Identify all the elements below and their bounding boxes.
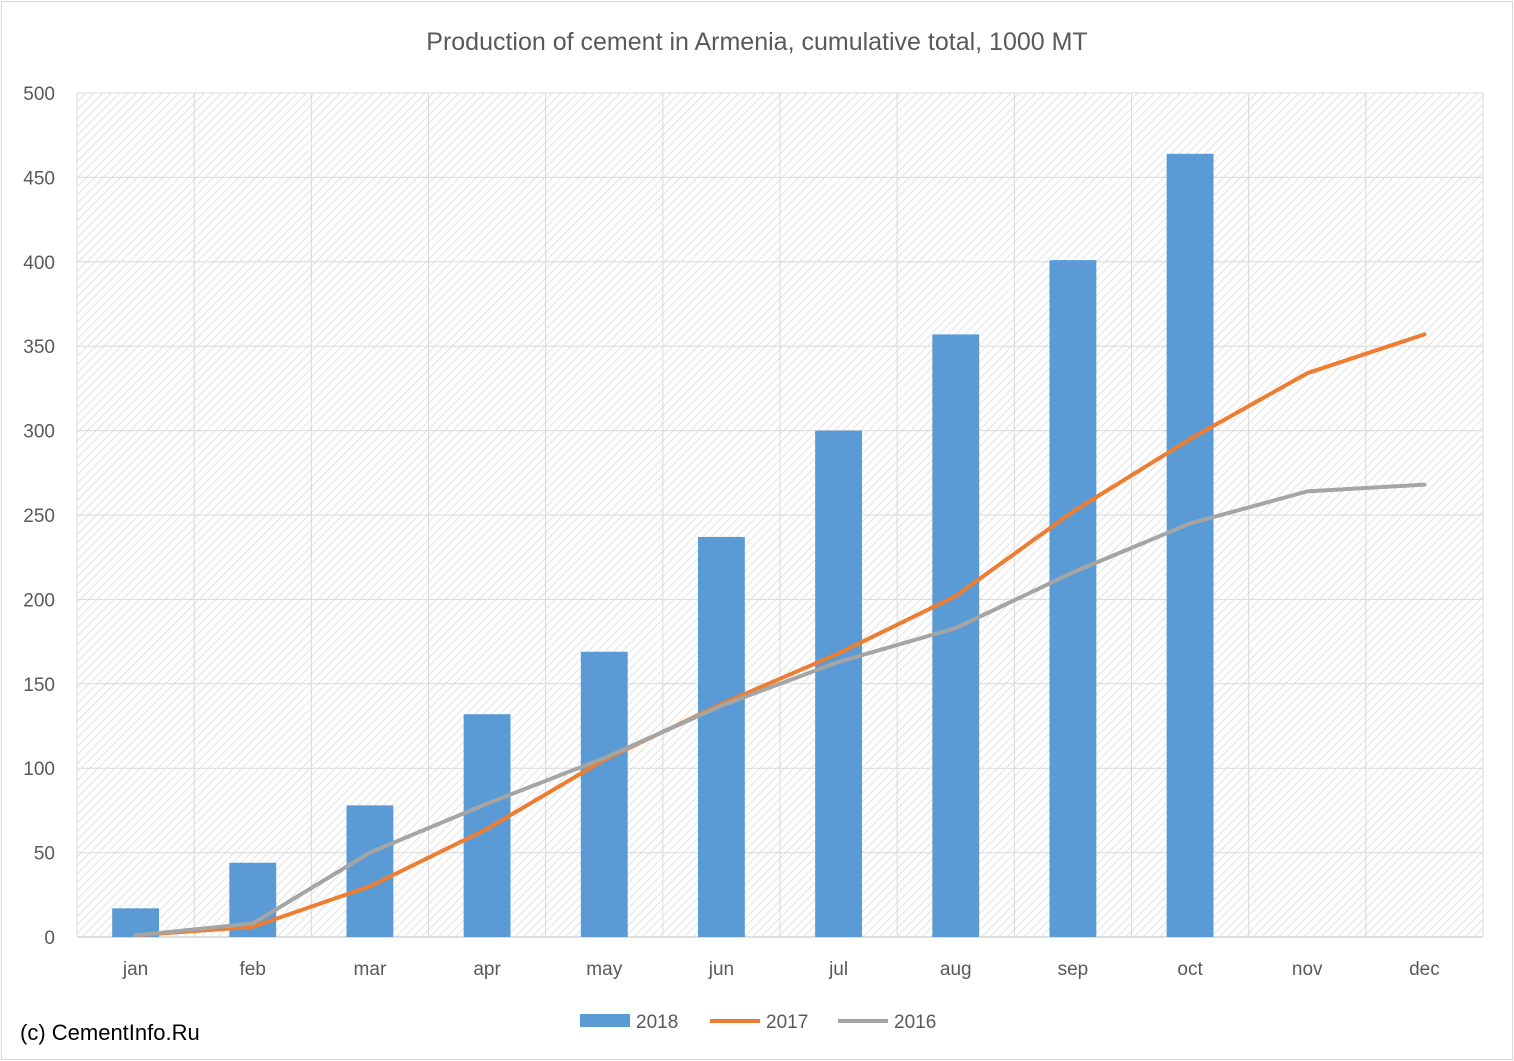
x-tick-label: jul <box>828 959 848 980</box>
x-axis: jan feb mar apr may jun jul aug sep oct nov dec <box>122 959 1440 980</box>
y-tick-label: 100 <box>23 759 55 780</box>
y-tick-label: 200 <box>23 590 55 611</box>
bar-series <box>112 153 1214 937</box>
x-tick-label: apr <box>473 959 501 980</box>
y-tick-label: 400 <box>23 253 55 274</box>
legend-label: 2018 <box>636 1012 678 1033</box>
x-tick-label: aug <box>940 959 972 980</box>
x-tick-label: sep <box>1058 959 1089 980</box>
legend-label: 2017 <box>766 1012 808 1033</box>
legend-swatch <box>580 1014 630 1027</box>
x-tick-label: jan <box>122 959 148 980</box>
y-tick-label: 300 <box>23 422 55 443</box>
x-tick-label: jun <box>708 959 734 980</box>
y-tick-label: 50 <box>34 844 55 865</box>
bar <box>580 651 628 937</box>
y-tick-label: 250 <box>23 506 55 527</box>
y-tick-label: 450 <box>23 168 55 189</box>
y-tick-label: 150 <box>23 675 55 696</box>
x-tick-label: nov <box>1292 959 1323 980</box>
legend-label: 2016 <box>894 1012 936 1033</box>
x-tick-label: feb <box>240 959 266 980</box>
bar <box>1166 153 1214 937</box>
bar <box>932 334 980 937</box>
chart-title: Production of cement in Armenia, cumulat… <box>426 28 1087 56</box>
bar <box>346 805 394 937</box>
line-series <box>133 332 1427 938</box>
gridlines <box>76 92 1484 938</box>
bar <box>697 536 745 937</box>
bar <box>1049 260 1097 937</box>
line-series-2017 <box>133 332 1427 938</box>
x-tick-label: may <box>586 959 622 980</box>
x-tick-label: dec <box>1409 959 1440 980</box>
legend: 2018 2017 2016 <box>580 1012 936 1033</box>
y-tick-label: 350 <box>23 337 55 358</box>
line-series-2016 <box>133 482 1427 938</box>
x-tick-label: mar <box>354 959 387 980</box>
x-tick-label: oct <box>1177 959 1203 980</box>
bar <box>463 714 511 937</box>
y-tick-label: 500 <box>23 84 55 105</box>
y-tick-label: 0 <box>44 928 55 949</box>
credit-text: (c) CementInfo.Ru <box>20 1020 200 1045</box>
y-axis: 0 50 100 150 200 250 300 350 400 450 500 <box>23 84 55 949</box>
bar <box>815 430 863 937</box>
